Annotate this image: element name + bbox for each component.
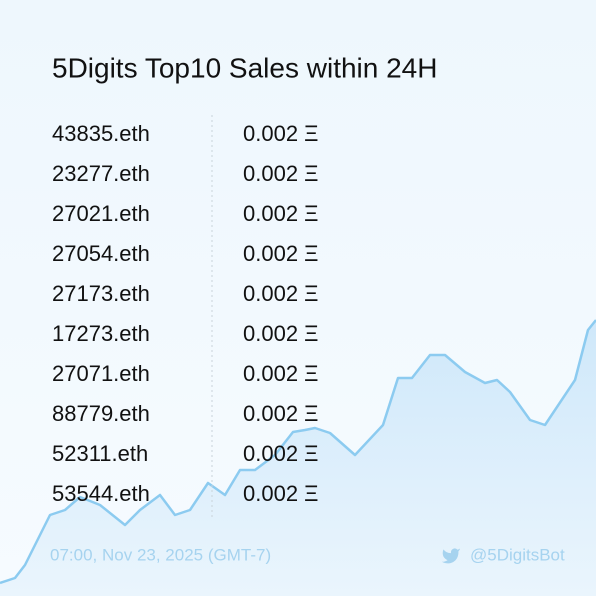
sale-price: 0.002 Ξ: [243, 121, 318, 146]
decorative-line: [0, 319, 596, 585]
twitter-icon: [441, 548, 461, 564]
handle[interactable]: @5DigitsBot: [470, 545, 565, 564]
sale-price: 0.002 Ξ: [243, 481, 318, 506]
domain-name: 88779.eth: [52, 401, 150, 426]
sale-price: 0.002 Ξ: [243, 281, 318, 306]
domain-name: 53544.eth: [52, 481, 150, 506]
domain-name: 27021.eth: [52, 201, 150, 226]
domain-name: 27173.eth: [52, 281, 150, 306]
sale-price: 0.002 Ξ: [243, 441, 318, 466]
sale-price: 0.002 Ξ: [243, 201, 318, 226]
sale-price: 0.002 Ξ: [243, 361, 318, 386]
domain-name: 43835.eth: [52, 121, 150, 146]
decorative-area: [0, 320, 596, 596]
sale-price: 0.002 Ξ: [243, 321, 318, 346]
title: 5Digits Top10 Sales within 24H: [52, 52, 437, 83]
domain-name: 27071.eth: [52, 361, 150, 386]
domain-name: 17273.eth: [52, 321, 150, 346]
domain-name: 52311.eth: [52, 441, 148, 466]
sale-price: 0.002 Ξ: [243, 161, 318, 186]
sale-price: 0.002 Ξ: [243, 401, 318, 426]
domain-name: 27054.eth: [52, 241, 150, 266]
timestamp: 07:00, Nov 23, 2025 (GMT-7): [50, 545, 271, 564]
sale-price: 0.002 Ξ: [243, 241, 318, 266]
sales-table: 43835.eth 0.002 Ξ 23277.eth 0.002 Ξ 27021.et…: [52, 121, 318, 506]
domain-name: 23277.eth: [52, 161, 150, 186]
